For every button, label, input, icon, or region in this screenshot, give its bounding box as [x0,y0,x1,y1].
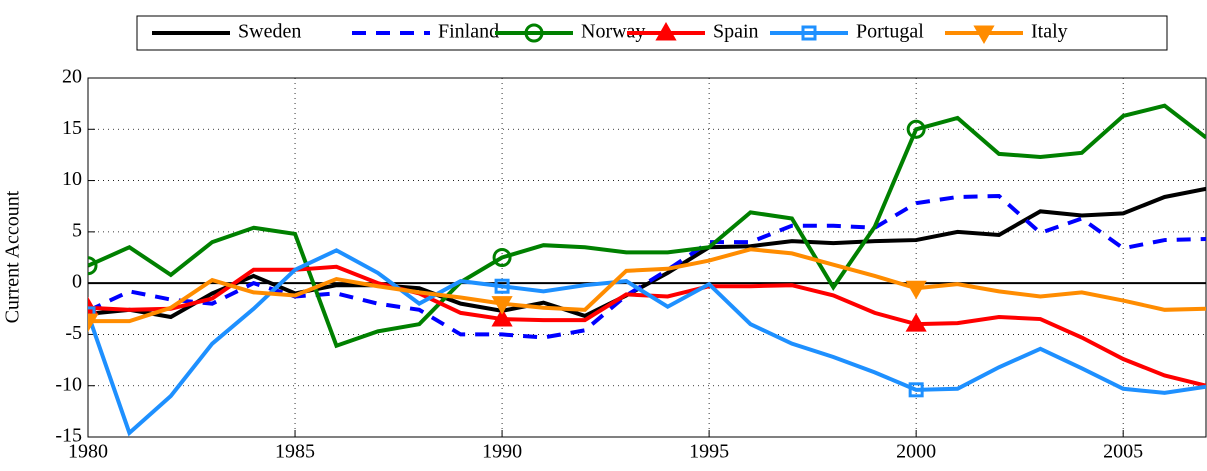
marker [88,256,98,276]
x-tick-label: 1985 [275,441,315,463]
y-tick-label: -5 [65,322,82,344]
x-tick-label: 1995 [689,441,729,463]
legend-label: Sweden [238,21,301,43]
legend-marker [655,21,677,41]
legend-label: Portugal [856,21,924,43]
marker [908,382,924,398]
y-axis-label: Current Account [2,190,24,323]
x-tick-label: 2000 [896,441,936,463]
y-tick-label: 10 [62,168,82,190]
plot-frame [87,77,1207,438]
marker [905,280,927,300]
legend-label: Finland [438,21,499,43]
legend-label: Spain [713,21,759,43]
series-line [88,193,1206,340]
legend-marker [524,23,544,43]
y-tick-label: 15 [62,117,82,139]
y-tick-label: 20 [62,66,82,88]
marker [905,313,927,332]
x-tick-label: 1990 [482,441,522,463]
legend-marker [801,25,817,41]
series-line [88,103,1206,349]
legend-label: Norway [581,21,645,43]
y-tick-label: -10 [55,373,82,395]
plot-area [88,103,1206,437]
marker [88,313,99,333]
series-line [88,247,1206,324]
legend-label: Italy [1031,21,1068,43]
y-tick-label: -15 [55,425,82,447]
series-line [88,186,1206,320]
marker [491,308,513,327]
marker [494,278,510,294]
marker [906,119,926,139]
x-tick-label: 2005 [1103,441,1143,463]
legend-marker [973,25,995,45]
y-tick-label: 0 [72,271,82,293]
marker [492,248,512,267]
marker [491,296,513,315]
x-tick-label: 1980 [68,441,108,463]
series-line [88,248,1206,437]
y-tick-label: 5 [72,219,82,241]
